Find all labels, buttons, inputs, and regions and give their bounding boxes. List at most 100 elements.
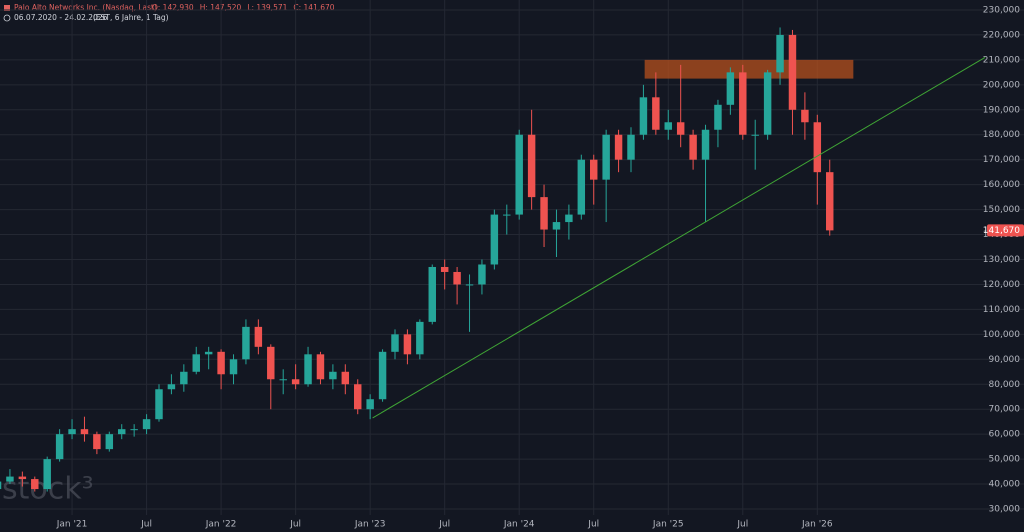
candle-body — [31, 479, 39, 490]
candle-body — [43, 459, 51, 490]
x-tick-label: Jan '25 — [652, 520, 684, 530]
candle-body — [788, 34, 797, 110]
candle-body — [354, 384, 362, 410]
candle-body — [0, 481, 2, 490]
candle-body — [503, 214, 511, 216]
candle-body — [366, 399, 374, 410]
candle-body — [242, 326, 250, 360]
candle-body — [167, 384, 176, 390]
candle-body — [714, 104, 722, 130]
candle-body — [763, 72, 772, 135]
candle-body — [826, 172, 834, 231]
candle-body — [801, 109, 809, 123]
trendline — [372, 56, 986, 419]
y-tick-label: 150,000 — [983, 205, 1020, 215]
candle-body — [204, 351, 213, 355]
candle-body — [254, 326, 263, 347]
resistance-zone — [644, 59, 854, 79]
date-note: (EST, 6 Jahre, 1 Tag) — [93, 13, 169, 22]
candle-body — [55, 434, 64, 460]
x-tick-label: Jul — [587, 520, 599, 530]
y-tick-label: 210,000 — [983, 55, 1020, 65]
last-price-tag — [987, 224, 1024, 237]
candle-body — [403, 334, 412, 355]
y-tick-label: 110,000 — [983, 305, 1020, 315]
candle-body — [726, 72, 735, 105]
candle-body — [180, 371, 188, 385]
candle-body — [478, 264, 486, 285]
candle-body — [279, 379, 287, 381]
y-tick-label: 30,000 — [989, 505, 1021, 515]
x-tick-label: Jan '23 — [354, 520, 386, 530]
x-tick-label: Jan '22 — [205, 520, 237, 530]
y-tick-label: 80,000 — [989, 380, 1021, 390]
candle-body — [602, 134, 610, 180]
candle-body — [416, 321, 424, 355]
y-tick-label: 220,000 — [983, 30, 1020, 40]
candle-body — [676, 122, 685, 135]
date-range: 06.07.2020 - 24.02.2026 — [14, 13, 108, 22]
candle-body — [391, 334, 399, 352]
candle-body — [664, 122, 672, 130]
y-tick-label: 200,000 — [983, 80, 1020, 90]
candle-body — [341, 371, 350, 385]
candle-body — [614, 134, 623, 160]
candle-body — [540, 197, 548, 230]
y-tick-label: 130,000 — [983, 255, 1020, 265]
candle-body — [515, 134, 523, 215]
candle-body — [739, 72, 747, 135]
candle-body — [590, 159, 598, 180]
candle-body — [142, 419, 151, 430]
candle-body — [192, 354, 200, 372]
candle-body — [577, 159, 586, 215]
candle-body — [68, 429, 76, 435]
candle-body — [267, 346, 275, 380]
candle-body — [217, 351, 225, 375]
candle-body — [18, 476, 27, 480]
candle-body — [440, 266, 449, 272]
ohlc-value: O: 142,930 — [152, 3, 194, 12]
chart-title: Palo Alto Networks Inc. (Nasdaq, Last) — [14, 3, 157, 12]
candle-body — [689, 134, 697, 160]
x-tick-label: Jan '26 — [801, 520, 833, 530]
y-tick-label: 230,000 — [983, 5, 1020, 15]
candle-body — [428, 266, 436, 322]
ohlc-value: L: 139,571 — [247, 3, 287, 12]
y-tick-label: 40,000 — [989, 480, 1021, 490]
y-tick-label: 120,000 — [983, 280, 1020, 290]
x-tick-label: Jul — [438, 520, 450, 530]
candle-body — [130, 429, 138, 431]
y-tick-label: 170,000 — [983, 155, 1020, 165]
candle-body — [465, 284, 474, 286]
candle-body — [118, 429, 126, 435]
y-tick-label: 100,000 — [983, 330, 1020, 340]
candle-body — [329, 371, 337, 380]
candle-body — [813, 122, 822, 173]
clock-icon — [3, 14, 11, 22]
x-tick-label: Jan '24 — [503, 520, 535, 530]
candle-body — [155, 389, 163, 420]
candle-body — [229, 359, 238, 375]
candle-body — [527, 134, 536, 198]
y-tick-label: 180,000 — [983, 130, 1020, 140]
candle-body — [639, 97, 648, 135]
candle-body — [776, 34, 784, 73]
y-tick-label: 70,000 — [989, 405, 1021, 415]
candle-body — [652, 97, 660, 130]
candle-body — [93, 434, 101, 450]
candle-body — [490, 214, 499, 265]
candle-body — [291, 379, 300, 385]
candle-body — [453, 271, 461, 285]
x-tick-label: Jan '21 — [56, 520, 88, 530]
candle-body — [565, 214, 573, 223]
candle-body — [378, 351, 387, 400]
y-tick-label: 60,000 — [989, 430, 1021, 440]
x-tick-label: Jul — [736, 520, 748, 530]
x-tick-label: Jul — [140, 520, 152, 530]
last-price-label: 141,670 — [983, 226, 1020, 236]
candle-body — [6, 476, 14, 482]
ohlc-value: C: 141,670 — [293, 3, 334, 12]
y-tick-label: 160,000 — [983, 180, 1020, 190]
candle-body — [304, 354, 312, 385]
